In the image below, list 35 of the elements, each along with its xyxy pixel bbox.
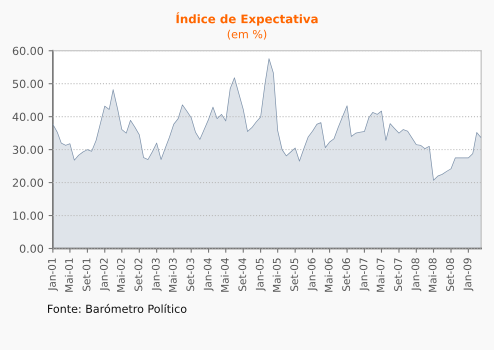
source-note: Fonte: Barómetro Político <box>48 304 186 313</box>
x-tick-label: Jan-06 <box>308 258 318 292</box>
x-tick-label: Mai-04 <box>220 258 229 292</box>
x-tick-label: Mai-03 <box>168 258 177 292</box>
x-tick-label: Jan-09 <box>464 258 474 292</box>
x-tick-label: Set-01 <box>82 258 90 291</box>
x-tick-label: Set-07 <box>394 258 402 291</box>
x-tick-label: Mai-07 <box>376 258 384 292</box>
x-tick-label: Jan-02 <box>100 258 110 292</box>
x-tick-label: Mai-01 <box>64 258 73 292</box>
x-tick-label: Set-02 <box>134 258 142 291</box>
x-tick-label: Set-05 <box>290 258 298 291</box>
chart-title: Índice de Expectativa <box>176 12 318 26</box>
y-tick-label: 0.00 <box>20 244 44 253</box>
y-tick-label: 20.00 <box>12 178 44 187</box>
y-tick-label: 10.00 <box>13 212 44 220</box>
y-tick-label: 40.00 <box>12 112 44 122</box>
x-tick-label: Jan-08 <box>411 258 422 292</box>
x-tick-label: Mai-06 <box>324 258 333 292</box>
x-tick-label: Mai-08 <box>428 258 437 292</box>
x-tick-label: Set-08 <box>446 258 454 291</box>
x-tick-label: Mai-05 <box>272 258 281 292</box>
x-tick-label: Jan-04 <box>204 258 214 292</box>
x-tick-label: Jan-05 <box>256 258 266 292</box>
x-tick-label: Set-04 <box>238 258 246 291</box>
x-tick-label: Jan-07 <box>360 258 370 292</box>
x-tick-label: Jan-03 <box>152 258 162 292</box>
y-tick-label: 50.00 <box>12 80 44 88</box>
x-tick-label: Mai-02 <box>116 258 125 292</box>
x-tick-label: Set-03 <box>186 258 194 291</box>
x-tick-label: Jan-01 <box>48 258 58 292</box>
y-tick-label: 60.00 <box>12 46 44 56</box>
y-tick-label: 30.00 <box>12 146 44 154</box>
x-tick-label: Set-06 <box>342 258 350 291</box>
chart-subtitle: (em %) <box>228 30 266 40</box>
